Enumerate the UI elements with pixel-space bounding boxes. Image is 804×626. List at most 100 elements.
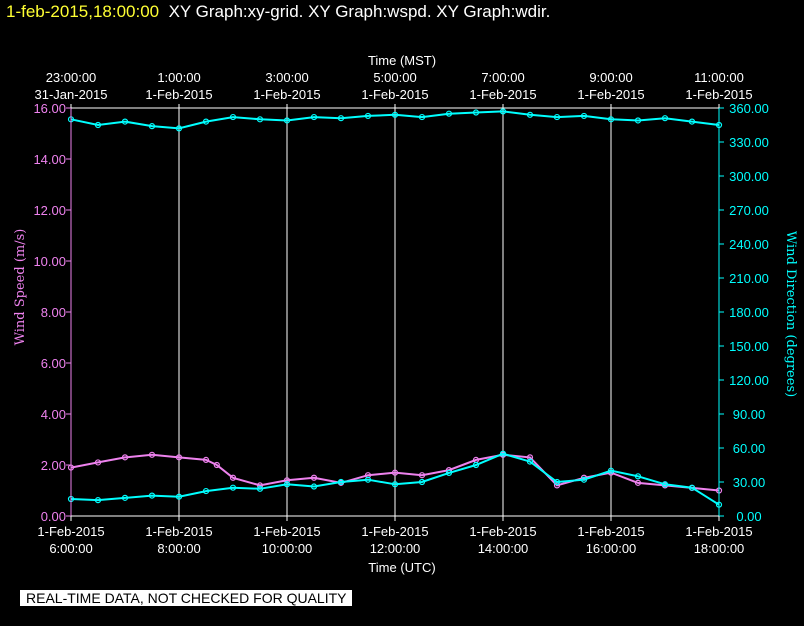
wdir-point <box>256 116 264 123</box>
wdir-point <box>364 476 372 483</box>
bottom-tick-time: 16:00:00 <box>586 541 637 556</box>
wdir-series-line <box>70 110 720 130</box>
wdir-point <box>283 481 291 488</box>
top-tick-date: 31-Jan-2015 <box>35 87 108 102</box>
wdir-point <box>472 461 480 469</box>
wdir-point <box>445 469 453 477</box>
right-tick-label: 30.00 <box>733 475 766 490</box>
left-tick-label: 16.00 <box>33 101 66 116</box>
top-tick-date: 1-Feb-2015 <box>253 87 320 102</box>
top-tick-date: 1-Feb-2015 <box>145 87 212 102</box>
wdir-point <box>202 118 210 125</box>
right-tick-label: 150.00 <box>729 339 769 354</box>
wspd-point <box>526 454 534 461</box>
left-tick-label: 2.00 <box>41 458 66 473</box>
wdir-point <box>418 113 426 121</box>
wdir-point <box>418 478 426 486</box>
wdir-point <box>472 109 480 116</box>
top-tick-time: 5:00:00 <box>373 70 416 85</box>
left-axis-title: Wind Speed (m/s) <box>13 229 28 346</box>
left-tick-label: 0.00 <box>41 509 66 524</box>
right-tick-label: 300.00 <box>729 169 769 184</box>
wdir-point <box>391 111 399 118</box>
wdir-point <box>661 115 669 122</box>
wdir-point <box>364 112 372 120</box>
wspd-point <box>202 456 210 463</box>
wdir-point <box>499 108 507 115</box>
left-tick-label: 10.00 <box>33 254 66 269</box>
right-tick-label: 240.00 <box>729 237 769 252</box>
bottom-tick-date: 1-Feb-2015 <box>577 524 644 539</box>
wdir-point <box>283 117 291 124</box>
wdir-point <box>229 113 237 121</box>
wdir-point <box>121 118 129 125</box>
wspd-point <box>391 469 399 476</box>
wdir-point <box>580 112 588 120</box>
timestamp-label: 1-feb-2015,18:00:00 <box>6 2 160 21</box>
wspd-point <box>310 474 318 481</box>
wdir-point <box>634 117 642 124</box>
right-tick-label: 90.00 <box>733 407 766 422</box>
bottom-tick-date: 1-Feb-2015 <box>469 524 536 539</box>
wspd-point <box>418 472 426 479</box>
wdir-series-line <box>70 452 720 506</box>
right-tick-label: 120.00 <box>729 373 769 388</box>
bottom-tick-date: 1-Feb-2015 <box>361 524 428 539</box>
wspd-point <box>175 454 183 461</box>
wdir-point <box>310 483 318 490</box>
right-tick-label: 0.00 <box>736 509 761 524</box>
left-tick-label: 12.00 <box>33 203 66 218</box>
wdir-point <box>94 121 102 129</box>
wdir-point <box>121 494 129 501</box>
wdir-point <box>661 481 669 488</box>
bottom-axis-title: Time (UTC) <box>368 560 435 575</box>
bottom-tick-time: 10:00:00 <box>262 541 313 556</box>
wdir-point <box>526 458 534 465</box>
wdir-point <box>175 493 183 500</box>
top-tick-time: 11:00:00 <box>694 70 744 85</box>
bottom-tick-time: 18:00:00 <box>694 541 745 556</box>
graphs-title: XY Graph:xy-grid. XY Graph:wspd. XY Grap… <box>168 2 551 21</box>
axis-layer: 0.00 2.00 4.00 6.00 8.00 10.00 12.00 14.00 16.00… <box>33 70 768 556</box>
top-tick-time: 1:00:00 <box>157 70 200 85</box>
top-tick-time: 7:00:00 <box>481 70 524 85</box>
top-tick-date: 1-Feb-2015 <box>685 87 752 102</box>
right-tick-label: 270.00 <box>729 203 769 218</box>
left-tick-label: 4.00 <box>41 407 66 422</box>
wspd-point <box>283 477 291 484</box>
wdir-point <box>607 467 615 474</box>
bottom-tick-date: 1-Feb-2015 <box>685 524 752 539</box>
wspd-point <box>634 479 642 486</box>
wdir-point <box>445 110 453 117</box>
wspd-point <box>148 451 156 458</box>
bottom-tick-date: 1-Feb-2015 <box>37 524 104 539</box>
wdir-point <box>148 492 156 499</box>
wdir-point <box>337 115 345 122</box>
right-tick-label: 180.00 <box>729 305 769 320</box>
wdir-point <box>526 111 534 118</box>
right-tick-label: 210.00 <box>729 271 769 286</box>
bottom-tick-time: 8:00:00 <box>157 541 200 556</box>
wspd-point <box>94 459 102 466</box>
top-tick-time: 3:00:00 <box>265 70 308 85</box>
wdir-point <box>688 118 696 125</box>
right-tick-label: 60.00 <box>733 441 766 456</box>
bottom-tick-date: 1-Feb-2015 <box>253 524 320 539</box>
wdir-point <box>580 476 588 483</box>
top-tick-time: 23:00:00 <box>46 70 97 85</box>
right-axis-title: Wind Direction (degrees) <box>783 231 798 397</box>
bottom-tick-time: 6:00:00 <box>49 541 92 556</box>
wdir-point <box>553 478 561 486</box>
wspd-point <box>229 474 237 481</box>
top-tick-date: 1-Feb-2015 <box>577 87 644 102</box>
wdir-point <box>607 116 615 123</box>
wspd-point <box>213 461 220 469</box>
bottom-tick-date: 1-Feb-2015 <box>145 524 212 539</box>
wspd-series-line <box>70 453 720 492</box>
left-tick-label: 8.00 <box>41 305 66 320</box>
wdir-point <box>229 484 237 491</box>
data-layer <box>67 108 723 508</box>
bottom-tick-time: 14:00:00 <box>478 541 529 556</box>
top-tick-time: 9:00:00 <box>589 70 632 85</box>
right-tick-label: 330.00 <box>729 135 769 150</box>
